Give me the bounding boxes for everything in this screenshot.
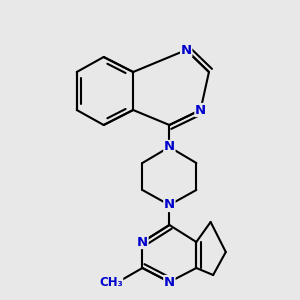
- Text: N: N: [195, 103, 206, 116]
- Text: N: N: [164, 199, 175, 212]
- Text: N: N: [164, 275, 175, 289]
- Text: N: N: [181, 44, 192, 56]
- Text: N: N: [164, 140, 175, 154]
- Text: N: N: [137, 236, 148, 248]
- Text: CH₃: CH₃: [99, 277, 123, 290]
